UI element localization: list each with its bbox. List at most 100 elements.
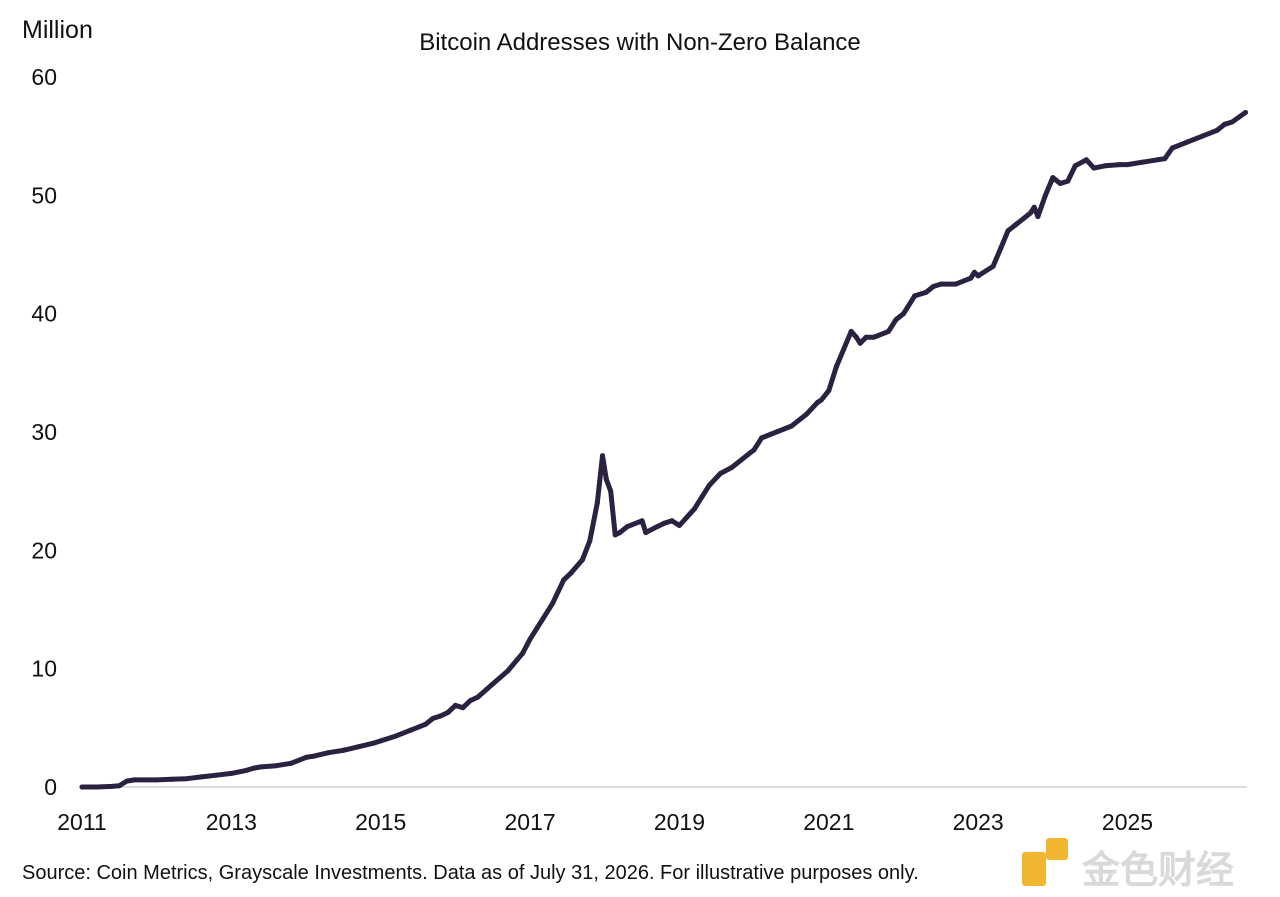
data-point [1102, 163, 1108, 169]
data-point [243, 767, 249, 773]
data-point [1162, 156, 1168, 162]
data-point [684, 514, 690, 520]
data-point [699, 494, 705, 500]
data-point [706, 482, 712, 488]
x-tick-label: 2011 [57, 809, 106, 835]
data-point [826, 388, 832, 394]
data-point [1013, 222, 1018, 228]
data-point [1222, 121, 1228, 127]
y-tick-label: 30 [31, 419, 57, 445]
data-point [643, 530, 649, 536]
data-point [1072, 163, 1078, 169]
chart-title: Bitcoin Addresses with Non-Zero Balance [419, 29, 861, 56]
data-point [438, 713, 443, 719]
data-point [273, 763, 279, 769]
x-tick-label: 2015 [355, 809, 406, 835]
data-point [848, 328, 854, 334]
data-point [303, 754, 309, 760]
watermark-logo-block-icon [1022, 852, 1046, 886]
data-point [603, 476, 609, 482]
data-point [355, 744, 361, 750]
data-point [1050, 175, 1056, 181]
data-point [1042, 192, 1048, 198]
data-point [561, 577, 567, 583]
data-point [600, 453, 605, 459]
data-point [990, 263, 996, 269]
data-point [886, 328, 891, 334]
x-tick-label: 2013 [206, 809, 257, 835]
data-point [146, 777, 152, 783]
data-point [1199, 133, 1205, 139]
data-point [1031, 204, 1037, 210]
data-point [853, 334, 859, 340]
data-point [408, 727, 414, 733]
y-axis-ticks: 0 10 20 30 40 50 60 [31, 64, 57, 800]
data-point [467, 698, 473, 704]
data-point [612, 532, 618, 538]
data-point [124, 778, 130, 784]
data-point [131, 777, 137, 783]
data-point [1035, 214, 1041, 220]
series-layer [79, 110, 1248, 790]
data-point [378, 738, 384, 744]
data-point [228, 770, 234, 776]
data-point [550, 601, 555, 607]
data-point [288, 760, 294, 766]
data-point [1083, 157, 1089, 163]
watermark-logo: 金色财经 [1022, 838, 1234, 892]
data-point [953, 281, 959, 287]
data-point [901, 311, 906, 317]
data-point [968, 275, 974, 281]
data-point [1229, 119, 1235, 125]
x-tick-label: 2025 [1102, 809, 1153, 835]
data-point [370, 740, 376, 746]
data-point [971, 269, 977, 275]
data-point [815, 399, 821, 405]
data-point [789, 423, 794, 429]
data-point [833, 364, 839, 370]
data-point [116, 783, 122, 789]
series-line [79, 110, 1248, 790]
data-point [594, 500, 600, 506]
data-point [998, 246, 1004, 252]
data-point [1065, 178, 1071, 184]
x-tick-label: 2017 [504, 809, 555, 835]
data-point [1005, 228, 1011, 234]
data-point [654, 524, 660, 530]
data-point [774, 429, 779, 435]
data-point [169, 776, 175, 782]
y-tick-label: 0 [44, 774, 57, 800]
y-axis-unit-label: Million [22, 16, 93, 44]
data-point [213, 772, 219, 778]
data-point [587, 538, 593, 544]
y-tick-label: 10 [31, 656, 57, 682]
data-point [729, 465, 735, 470]
data-point [184, 776, 190, 782]
data-point [154, 777, 160, 783]
data-point [452, 702, 458, 708]
data-point [1139, 159, 1145, 165]
x-axis-ticks: 2011 2013 2015 2017 2019 2021 2023 2025 [57, 809, 1153, 835]
data-point [893, 317, 899, 323]
data-point [857, 340, 863, 346]
data-point [608, 488, 614, 494]
data-point [1117, 162, 1123, 168]
data-point [676, 523, 682, 528]
x-tick-label: 2021 [803, 809, 854, 835]
data-point [669, 518, 675, 524]
data-point [109, 783, 115, 789]
data-point [475, 694, 481, 700]
data-point [662, 520, 667, 526]
data-point [199, 774, 204, 780]
data-point [624, 524, 630, 530]
y-tick-label: 40 [31, 301, 57, 327]
data-point [1169, 145, 1175, 151]
data-point [930, 284, 936, 289]
data-point [923, 289, 929, 295]
data-point [912, 293, 918, 299]
data-point [1214, 127, 1220, 133]
data-point [505, 668, 511, 674]
data-point [251, 765, 257, 771]
